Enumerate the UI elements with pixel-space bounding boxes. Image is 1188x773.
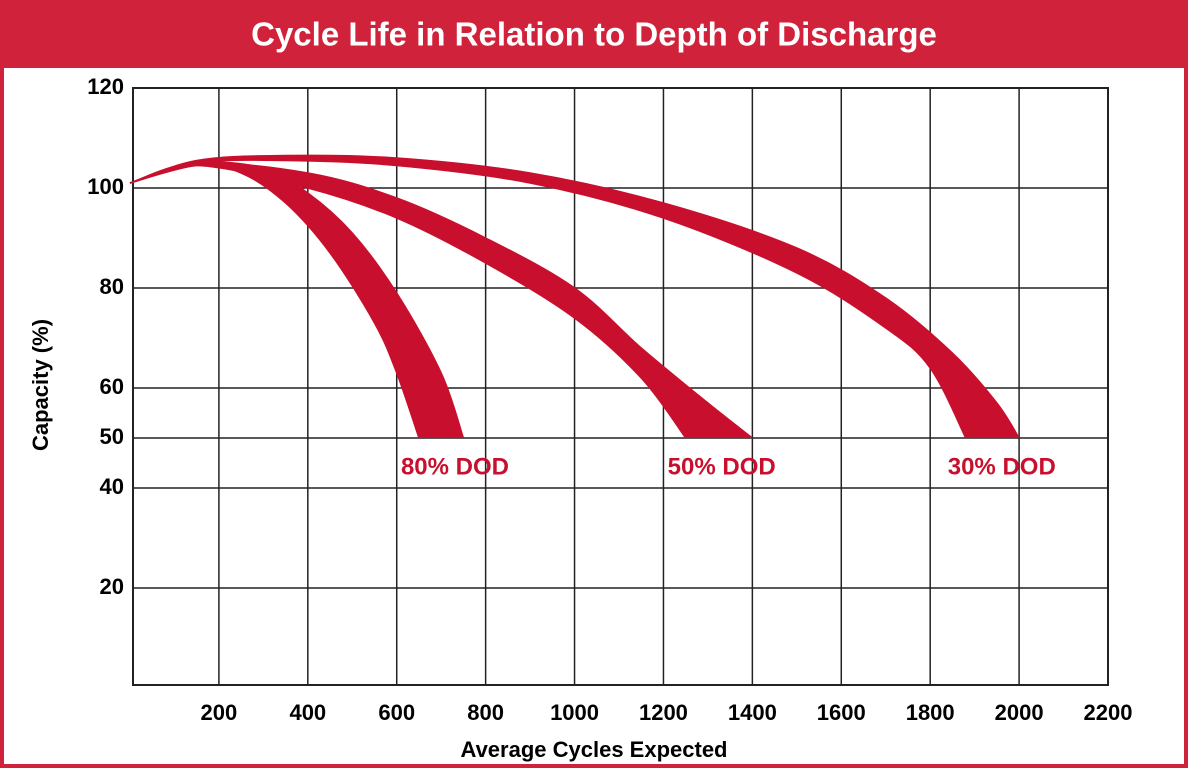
y-tick-label: 20 (100, 574, 124, 599)
x-tick-label: 800 (467, 700, 504, 725)
band-label: 80% DOD (401, 453, 509, 480)
y-tick-label: 40 (100, 474, 124, 499)
y-axis-label: Capacity (%) (28, 319, 53, 451)
band-fill (130, 162, 464, 439)
x-tick-label: 200 (201, 700, 238, 725)
band-fill (130, 155, 1020, 438)
x-tick-label: 1800 (906, 700, 955, 725)
x-tick-label: 1400 (728, 700, 777, 725)
band-label: 30% DOD (948, 453, 1056, 480)
y-tick-label: 100 (87, 174, 124, 199)
x-tick-label: 400 (289, 700, 326, 725)
title-bar (0, 0, 1188, 68)
band-edge (129, 161, 753, 439)
y-tick-label: 80 (100, 274, 124, 299)
x-tick-label: 600 (378, 700, 415, 725)
x-tick-label: 2000 (995, 700, 1044, 725)
band-label: 50% DOD (668, 453, 776, 480)
y-tick-label: 60 (100, 374, 124, 399)
x-axis-label: Average Cycles Expected (461, 737, 728, 762)
band-edge (129, 154, 1020, 439)
y-tick-label: 50 (100, 424, 124, 449)
x-tick-label: 2200 (1084, 700, 1133, 725)
y-tick-label: 120 (87, 74, 124, 99)
x-tick-label: 1000 (550, 700, 599, 725)
x-tick-label: 1600 (817, 700, 866, 725)
band-edge (129, 159, 967, 439)
band-edge (129, 164, 687, 439)
chart-title: Cycle Life in Relation to Depth of Disch… (251, 16, 937, 53)
x-tick-label: 1200 (639, 700, 688, 725)
band-fill (130, 162, 753, 438)
